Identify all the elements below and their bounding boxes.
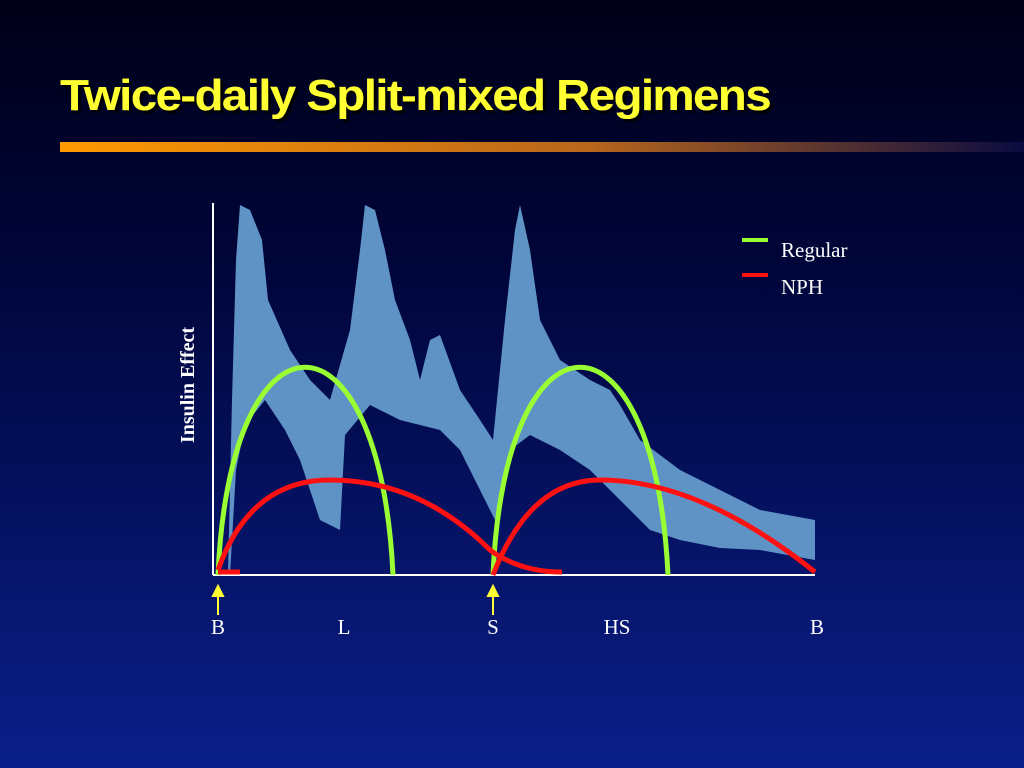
arrow-head bbox=[211, 583, 225, 597]
nph-curves bbox=[215, 477, 817, 576]
x-label: HS bbox=[604, 615, 631, 639]
regular-curve bbox=[215, 365, 396, 576]
meal-arrows bbox=[211, 583, 500, 615]
legend-label: NPH bbox=[781, 275, 823, 299]
arrow-head bbox=[486, 583, 500, 597]
slide-title: Twice-daily Split-mixed Regimens bbox=[60, 71, 770, 120]
nph-curve bbox=[215, 477, 563, 575]
regular-curve bbox=[490, 365, 671, 576]
x-label: B bbox=[810, 615, 824, 639]
x-label: L bbox=[338, 615, 351, 639]
glucose-band bbox=[228, 205, 815, 575]
title-underline bbox=[60, 142, 1024, 152]
x-label: B bbox=[211, 615, 225, 639]
nph-curve bbox=[490, 477, 817, 576]
legend-label: Regular bbox=[781, 238, 847, 262]
x-label: S bbox=[487, 615, 499, 639]
y-axis-label: Insulin Effect bbox=[177, 327, 199, 443]
regular-curves bbox=[215, 365, 671, 576]
